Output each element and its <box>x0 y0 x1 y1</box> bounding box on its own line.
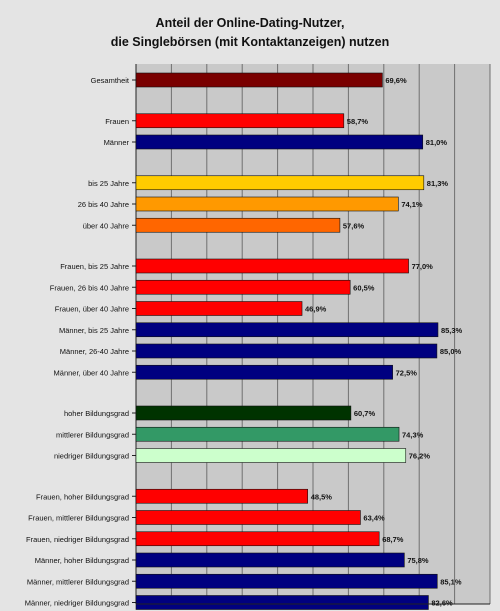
category-label: mittlerer Bildungsgrad <box>56 430 129 439</box>
bar <box>135 113 345 129</box>
data-label: 60,5% <box>353 283 375 292</box>
bar <box>135 175 425 191</box>
data-label: 77,0% <box>412 262 434 271</box>
chart-title: Anteil der Online-Dating-Nutzer, <box>155 16 345 30</box>
data-label: 85,1% <box>440 577 462 586</box>
category-label: Frauen, bis 25 Jahre <box>60 262 129 271</box>
category-label: Frauen, 26 bis 40 Jahre <box>50 283 129 292</box>
category-label: Männer, bis 25 Jahre <box>59 326 129 335</box>
chart-title-block: Anteil der Online-Dating-Nutzer, die Sin… <box>0 14 500 52</box>
data-label: 60,7% <box>354 409 376 418</box>
data-label: 72,5% <box>396 368 418 377</box>
category-label: Frauen <box>105 117 129 126</box>
data-label: 48,5% <box>311 492 333 501</box>
data-label: 85,0% <box>440 347 462 356</box>
bar <box>135 301 303 316</box>
bar <box>135 134 424 150</box>
bar <box>135 196 399 212</box>
category-label: Männer <box>104 138 130 147</box>
data-label: 76,2% <box>409 452 431 461</box>
bar <box>135 364 393 380</box>
bar <box>135 573 438 589</box>
bar <box>135 531 380 547</box>
bar <box>135 595 429 610</box>
data-label: 75,8% <box>407 556 429 565</box>
category-label: Frauen, niedriger Bildungsgrad <box>26 535 129 544</box>
category-label: Männer, mittlerer Bildungsgrad <box>27 577 129 586</box>
data-label: 46,9% <box>305 305 327 314</box>
category-label: niedriger Bildungsgrad <box>54 452 129 461</box>
data-label: 58,7% <box>347 117 369 126</box>
category-label: 26 bis 40 Jahre <box>78 200 129 209</box>
bar <box>135 488 308 504</box>
bar <box>135 426 400 442</box>
bar <box>135 279 351 295</box>
data-label: 82,6% <box>431 599 453 608</box>
data-label: 74,1% <box>401 200 423 209</box>
bar <box>135 258 409 274</box>
category-label: Frauen, hoher Bildungsgrad <box>36 492 129 501</box>
data-label: 68,7% <box>382 535 404 544</box>
category-label: Männer, 26-40 Jahre <box>60 347 129 356</box>
category-label: Frauen, mittlerer Bildungsgrad <box>28 514 129 523</box>
bar <box>135 405 352 421</box>
category-label: Männer, niedriger Bildungsgrad <box>25 599 129 608</box>
category-label: bis 25 Jahre <box>88 179 129 188</box>
bar <box>135 72 383 88</box>
category-label: über 40 Jahre <box>83 221 129 230</box>
bar <box>135 552 405 568</box>
data-label: 81,3% <box>427 179 449 188</box>
data-label: 63,4% <box>363 514 385 523</box>
category-label: Männer, hoher Bildungsgrad <box>35 556 129 565</box>
data-label: 85,3% <box>441 326 463 335</box>
bar <box>135 343 438 359</box>
data-label: 69,6% <box>385 76 407 85</box>
category-label: Frauen, über 40 Jahre <box>55 305 129 314</box>
data-label: 57,6% <box>343 221 365 230</box>
data-label: 81,0% <box>426 138 448 147</box>
bar <box>135 510 361 525</box>
bar <box>135 448 407 463</box>
category-label: hoher Bildungsgrad <box>64 409 129 418</box>
data-label: 74,3% <box>402 430 424 439</box>
bar <box>135 217 341 233</box>
category-label: Gesamtheit <box>91 76 130 85</box>
category-label: Männer, über 40 Jahre <box>54 368 129 377</box>
chart-subtitle: die Singlebörsen (mit Kontaktanzeigen) n… <box>110 35 390 49</box>
bar <box>135 322 439 338</box>
